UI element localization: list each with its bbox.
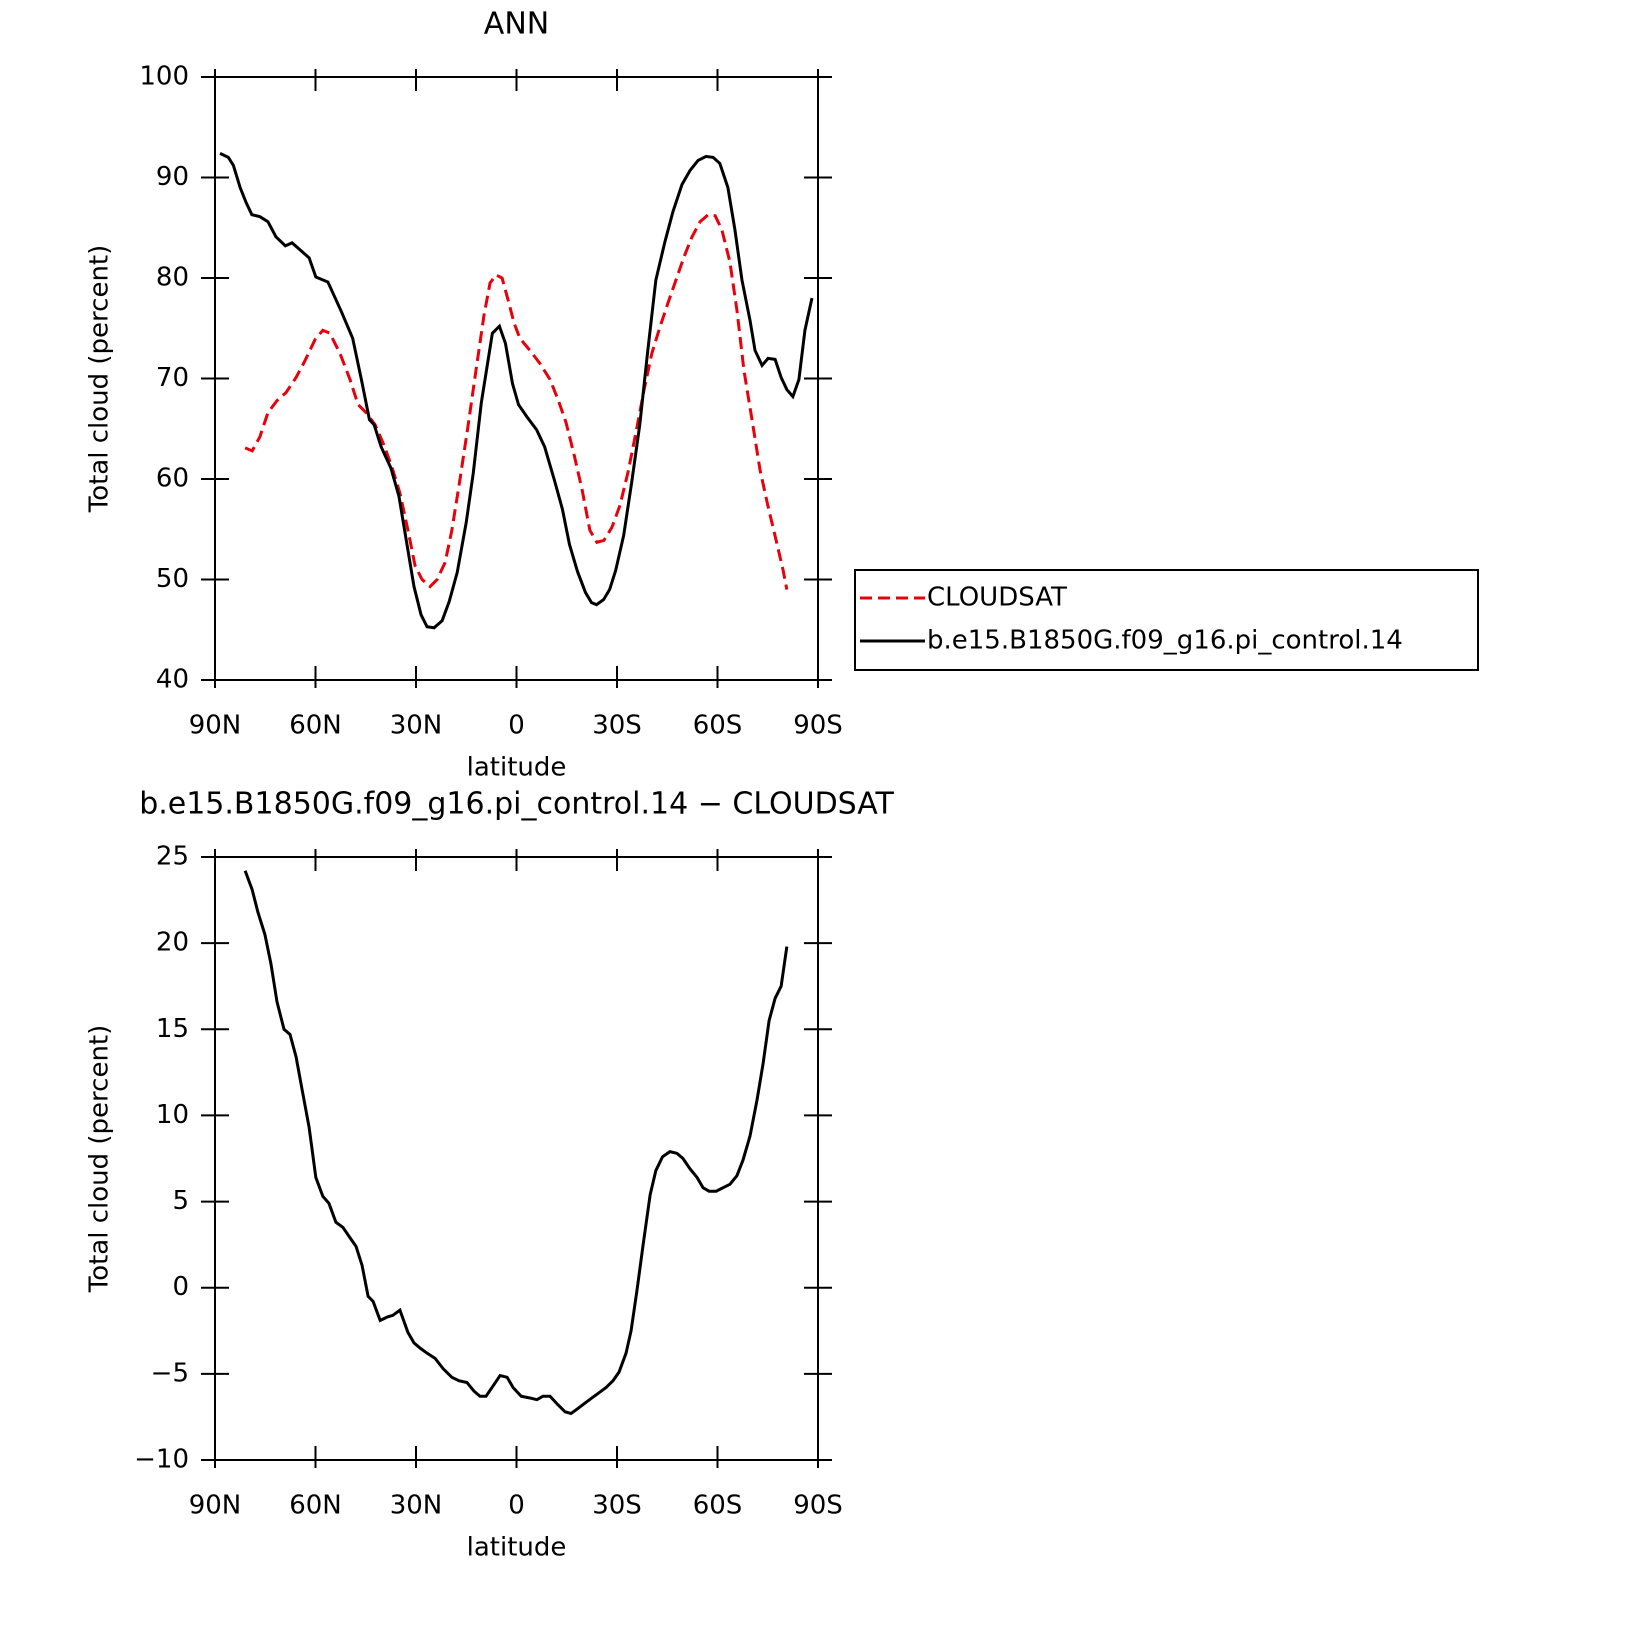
y-tick-label: 10 (156, 1100, 189, 1130)
x-tick-label: 60N (289, 711, 342, 741)
y-tick-label: 80 (156, 263, 189, 293)
y-axis-label: Total cloud (percent) (85, 245, 115, 514)
plot-frame (214, 856, 819, 1461)
x-tick-label: 30N (390, 1491, 443, 1521)
data-line (219, 152, 814, 630)
chart-title: ANN (484, 7, 549, 42)
y-axis-label: Total cloud (percent) (85, 1025, 115, 1294)
x-tick-label: 0 (508, 711, 525, 741)
x-tick-label: 30N (390, 711, 443, 741)
y-tick-label: −10 (134, 1445, 189, 1475)
x-tick-label: 30S (592, 1491, 642, 1521)
y-tick-label: 25 (156, 842, 189, 872)
y-tick-label: 60 (156, 464, 189, 494)
plot-frame (214, 76, 819, 681)
x-tick-label: 90N (189, 1491, 242, 1521)
data-line (244, 213, 789, 590)
x-axis-label: latitude (467, 1533, 567, 1563)
y-tick-label: −5 (151, 1358, 189, 1388)
x-tick-label: 90N (189, 711, 242, 741)
y-tick-label: 15 (156, 1014, 189, 1044)
legend-box (854, 569, 1479, 671)
chart-title: b.e15.B1850G.f09_g16.pi_control.14 − CLO… (139, 787, 894, 822)
x-tick-label: 30S (592, 711, 642, 741)
x-tick-label: 0 (508, 1491, 525, 1521)
y-tick-label: 0 (172, 1272, 189, 1302)
y-tick-label: 100 (139, 62, 189, 92)
x-axis-label: latitude (467, 753, 567, 783)
y-tick-label: 20 (156, 928, 189, 958)
x-tick-label: 60S (693, 1491, 743, 1521)
data-line (243, 870, 789, 1416)
x-tick-label: 60S (693, 711, 743, 741)
x-tick-label: 90S (793, 1491, 843, 1521)
x-tick-label: 90S (793, 711, 843, 741)
legend-label: b.e15.B1850G.f09_g16.pi_control.14 (927, 626, 1403, 656)
y-tick-label: 5 (172, 1186, 189, 1216)
y-tick-label: 70 (156, 363, 189, 393)
x-tick-label: 60N (289, 1491, 342, 1521)
y-tick-label: 40 (156, 665, 189, 695)
y-tick-label: 50 (156, 564, 189, 594)
legend-label: CLOUDSAT (927, 583, 1067, 613)
y-tick-label: 90 (156, 162, 189, 192)
